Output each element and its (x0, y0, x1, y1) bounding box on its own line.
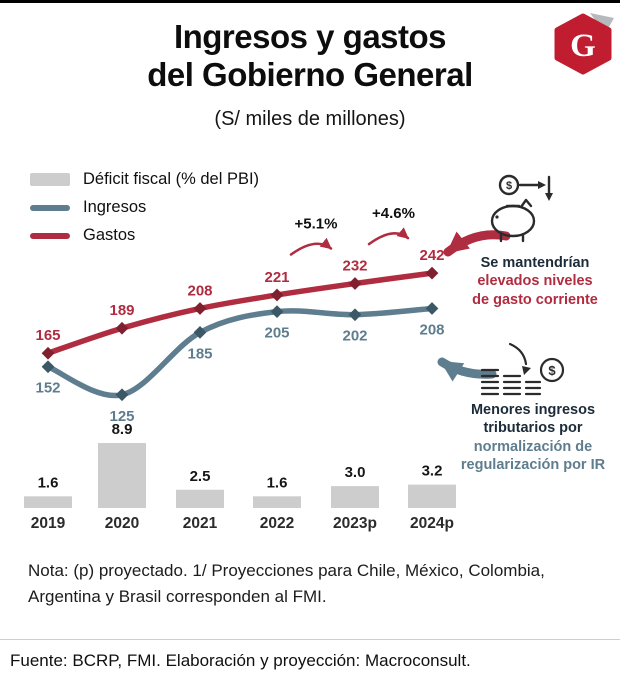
deficit-bar-value: 3.0 (345, 464, 366, 481)
source-line: Fuente: BCRP, FMI. Elaboración y proyecc… (10, 651, 471, 670)
ingresos-value-label: 152 (35, 380, 60, 397)
year-label: 2022 (260, 515, 294, 532)
gastos-value-label: 165 (35, 327, 60, 344)
ingresos-marker (41, 360, 55, 374)
footnote-line-2: Argentina y Brasil corresponden al FMI. (28, 586, 327, 606)
deficit-bar (24, 496, 72, 508)
year-label: 2023p (333, 515, 377, 532)
legend-label-gastos: Gastos (83, 226, 136, 244)
footnote: Nota: (p) proyectado. 1/ Proyecciones pa… (28, 558, 596, 609)
ingresos-value-label: 185 (187, 345, 212, 362)
callout-ingresos-line: regularización por IR (460, 457, 606, 474)
gastos-marker (270, 288, 284, 302)
gastos-line (45, 270, 435, 356)
gastos-marker (115, 321, 129, 335)
deficit-bar-value: 1.6 (38, 474, 59, 491)
combo-chart: 1.6 8.9 2.5 1.6 3.0 3.2 2019 2020 2021 2022 2023p 2… (24, 205, 511, 532)
svg-text:$: $ (506, 180, 512, 192)
ingresos-marker (115, 388, 129, 402)
callout-ingresos-line: tributarios por (483, 420, 583, 437)
deficit-bar-value: 8.9 (112, 421, 133, 438)
logo-letter: G (570, 28, 596, 64)
gastos-marker (41, 346, 55, 360)
deficit-bar (331, 486, 379, 508)
gastos-value-label: 208 (187, 282, 212, 299)
gastos-marker (348, 277, 362, 290)
year-label: 2021 (183, 515, 218, 532)
callout-ingresos: Menores ingresos tributarios por normali… (448, 401, 618, 475)
deficit-bar (253, 496, 301, 508)
gestion-logo: G (550, 13, 616, 75)
gastos-marker (425, 266, 439, 280)
ingresos-callout-arrow (437, 357, 497, 382)
growth-annotation-label: +5.1% (295, 216, 338, 233)
legend-item-deficit: Déficit fiscal (% del PBI) (30, 170, 259, 189)
footer-divider (0, 639, 620, 640)
page-subtitle: (S/ miles de millones) (214, 107, 406, 130)
gastos-marker (193, 302, 207, 315)
gastos-value-label: 232 (342, 258, 367, 275)
deficit-bar-value: 2.5 (190, 468, 211, 485)
growth-annotation-arrow (289, 237, 333, 256)
gastos-value-label: 189 (109, 302, 134, 319)
legend-label-deficit: Déficit fiscal (% del PBI) (83, 170, 260, 188)
logo-hexagon (554, 13, 612, 75)
gastos-value-label: 221 (264, 269, 289, 286)
legend-swatch-gastos-line (30, 232, 70, 239)
piggy-bank-icon: $ (483, 171, 567, 248)
legend-item-gastos: Gastos (30, 226, 259, 245)
callout-ingresos-line: Menores ingresos (470, 402, 596, 418)
ingresos-line (45, 305, 435, 399)
growth-annotation-label: +4.6% (372, 205, 415, 222)
legend-swatch-ingresos-line (30, 204, 70, 211)
ingresos-value-label: 202 (342, 328, 367, 345)
ingresos-marker (270, 305, 284, 318)
legend-item-ingresos: Ingresos (30, 198, 259, 217)
ingresos-value-label: 125 (109, 408, 134, 425)
title-line-1: Ingresos y gastos (173, 18, 447, 55)
year-label: 2020 (105, 515, 139, 532)
legend-swatch-deficit-bar (30, 173, 70, 186)
top-rule (0, 0, 620, 3)
legend-label-ingresos: Ingresos (83, 198, 147, 216)
callout-gastos-line: de gasto corriente (472, 291, 598, 308)
page-title: Ingresos y gastos del Gobierno General (0, 18, 620, 95)
ingresos-marker (193, 326, 207, 339)
title-line-2: del Gobierno General (147, 56, 473, 94)
callout-gastos: Se mantendrían elevados niveles de gasto… (452, 254, 618, 309)
year-label: 2024p (410, 515, 454, 532)
deficit-bar-value: 1.6 (267, 474, 288, 491)
legend: Déficit fiscal (% del PBI) Ingresos Gast… (30, 170, 259, 254)
deficit-bar-value: 3.2 (422, 463, 443, 480)
ingresos-value-label: 205 (264, 325, 289, 342)
ingresos-value-label: 208 (419, 321, 444, 338)
deficit-bar (98, 443, 146, 508)
footnote-line-1: Nota: (p) proyectado. 1/ Proyecciones pa… (28, 561, 545, 580)
growth-annotation-arrow (367, 227, 410, 246)
ingresos-marker (425, 302, 439, 315)
callout-gastos-line: Se mantendrían (480, 255, 590, 271)
ingresos-marker (348, 308, 362, 322)
callout-ingresos-line: normalización de (473, 438, 593, 455)
deficit-bar (176, 489, 224, 508)
deficit-bar (408, 484, 456, 508)
header: Ingresos y gastos del Gobierno General (… (0, 18, 620, 131)
svg-text:$: $ (548, 363, 556, 378)
callout-gastos-line: elevados niveles (477, 273, 593, 290)
gastos-value-label: 242 (419, 247, 444, 264)
coins-icon: $ (476, 336, 568, 407)
gestion-logo-icon: G (554, 13, 614, 75)
year-label: 2019 (31, 515, 66, 532)
